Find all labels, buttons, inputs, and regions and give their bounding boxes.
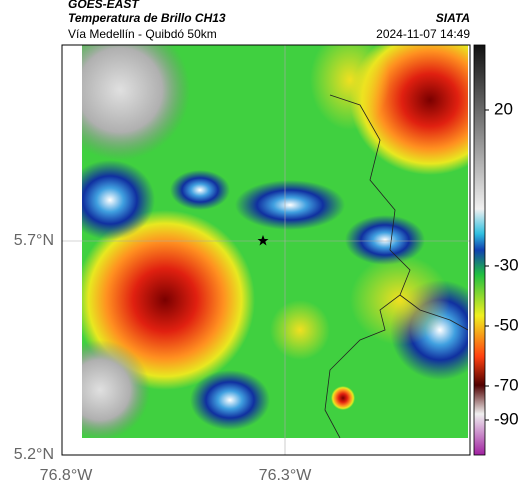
lon-label: 76.3°W: [259, 467, 313, 484]
lat-label: 5.2°N: [14, 446, 54, 463]
colorbar: [473, 44, 486, 456]
map-frame: [61, 44, 471, 456]
lat-label: 5.7°N: [14, 232, 54, 249]
colorbar-label: -30: [494, 255, 519, 274]
colorbar-label: 20: [494, 99, 513, 118]
timestamp: 2024-11-07 14:49: [376, 27, 470, 41]
source: GOES-EAST: [68, 0, 140, 11]
location-marker: [257, 235, 269, 246]
satellite-image: [82, 45, 468, 438]
agency: SIATA: [436, 11, 470, 25]
title: Temperatura de Brillo CH13: [68, 11, 226, 25]
colorbar-ticks: 20 -30 -50 -70 -90: [485, 99, 519, 428]
colorbar-label: -90: [494, 409, 519, 428]
subtitle: Vía Medellín - Quibdó 50km: [68, 27, 217, 41]
colorbar-label: -50: [494, 315, 519, 334]
colorbar-label: -70: [494, 375, 519, 394]
lon-label: 76.8°W: [40, 467, 94, 484]
